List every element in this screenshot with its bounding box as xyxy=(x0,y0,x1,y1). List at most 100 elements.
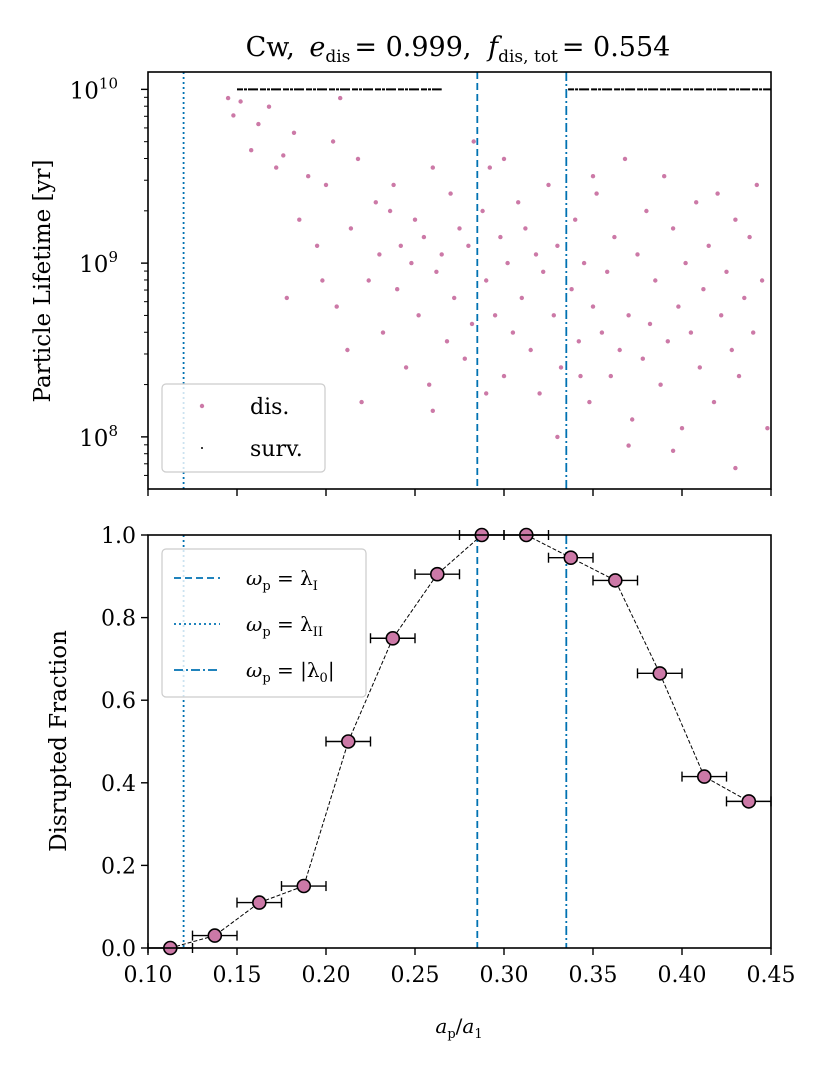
disrupted-point xyxy=(323,182,329,188)
disrupted-point xyxy=(608,373,613,379)
disrupted-point xyxy=(551,313,556,318)
fraction-marker xyxy=(385,630,401,646)
top-legend: dis. surv. xyxy=(161,383,326,473)
disrupted-point xyxy=(736,373,742,379)
top-axes-frame xyxy=(147,71,772,490)
disrupted-point xyxy=(457,226,462,231)
disrupted-point xyxy=(373,200,378,205)
disrupted-point xyxy=(266,104,272,109)
disrupted-point xyxy=(626,443,631,448)
disrupted-point xyxy=(573,217,578,222)
disrupted-point xyxy=(558,365,564,370)
disrupted-point xyxy=(471,139,476,144)
x-tick-label: 0.40 xyxy=(658,963,707,988)
disrupted-point xyxy=(555,434,560,440)
disrupted-point xyxy=(665,339,670,344)
disrupted-point xyxy=(345,347,350,353)
legend-surv-label: surv. xyxy=(250,437,303,462)
disrupted-point xyxy=(676,304,681,309)
disrupted-point xyxy=(306,174,311,179)
y-tick-label: 0.8 xyxy=(101,607,136,632)
fraction-marker xyxy=(563,550,579,566)
disrupted-point xyxy=(754,182,759,188)
disrupted-point xyxy=(314,243,320,248)
disrupted-point xyxy=(701,287,706,292)
disrupted-point xyxy=(487,165,492,170)
disrupted-point xyxy=(421,234,427,240)
disrupted-point xyxy=(670,226,676,231)
disrupted-point xyxy=(662,174,667,179)
disrupted-point xyxy=(320,278,325,283)
y-tick-label: 109 xyxy=(79,248,118,278)
x-tick-label: 0.10 xyxy=(124,963,173,988)
disrupted-point xyxy=(380,330,386,335)
fraction-connector-line xyxy=(170,534,750,949)
disrupted-point xyxy=(733,217,738,222)
disrupted-point xyxy=(759,278,765,283)
disrupted-point xyxy=(448,191,453,196)
disrupted-point xyxy=(519,295,524,301)
x-tick-label: 0.30 xyxy=(480,963,529,988)
y-tick-label: 1.0 xyxy=(101,524,136,549)
disrupted-point xyxy=(578,373,583,379)
disrupted-point xyxy=(605,269,610,274)
disrupted-point xyxy=(733,465,738,471)
disrupted-point xyxy=(528,347,533,353)
disrupted-point xyxy=(751,330,756,335)
disrupted-point xyxy=(225,95,231,101)
fraction-marker xyxy=(429,566,445,582)
disrupted-point xyxy=(653,278,658,283)
y-tick-label: 0.2 xyxy=(101,854,136,879)
y-tick-label: 0.6 xyxy=(101,689,136,714)
disrupted-point xyxy=(658,382,663,387)
disrupted-point xyxy=(742,295,747,301)
disrupted-point xyxy=(590,304,596,309)
disrupted-point xyxy=(617,347,622,353)
disrupted-point xyxy=(480,208,485,214)
disrupted-point xyxy=(581,260,587,266)
disrupted-point xyxy=(711,399,717,405)
legend-label: ωp = λII xyxy=(246,612,323,640)
disrupted-point xyxy=(403,365,409,370)
disrupted-point xyxy=(366,278,371,283)
disrupted-point xyxy=(284,295,289,301)
disrupted-point xyxy=(523,226,528,231)
x-tick-label: 0.35 xyxy=(569,963,618,988)
disrupted-point xyxy=(231,113,236,118)
disrupted-point xyxy=(622,156,628,162)
disrupted-point xyxy=(555,243,560,248)
disrupted-point xyxy=(484,278,489,283)
x-axis-label: ap/a1 xyxy=(435,1014,482,1042)
disrupted-point xyxy=(469,321,475,327)
disrupted-point xyxy=(498,234,503,240)
y-tick-label: 108 xyxy=(79,422,118,452)
bottom-reference-lines xyxy=(182,535,568,948)
fraction-marker xyxy=(251,895,267,910)
disrupted-point xyxy=(715,191,720,196)
disrupted-point xyxy=(387,208,393,214)
fraction-marker xyxy=(607,573,623,588)
disrupted-point xyxy=(537,391,542,396)
disrupted-point xyxy=(630,417,635,422)
disrupted-point xyxy=(398,243,403,248)
disrupted-point xyxy=(594,191,599,196)
disrupted-point xyxy=(694,200,699,205)
disrupted-point xyxy=(439,252,444,257)
disrupted-point xyxy=(444,339,450,344)
bottom-x-ticks: 0.10 0.15 0.20 0.25 0.30 0.35 0.40 0.45 xyxy=(124,948,795,988)
legend-surv-marker xyxy=(201,447,203,449)
x-tick-label: 0.15 xyxy=(213,963,262,988)
top-y-axis-label: Particle Lifetime [yr] xyxy=(30,160,56,403)
legend-label: ωp = λI xyxy=(246,566,318,594)
disrupted-point xyxy=(466,243,471,248)
disrupted-point xyxy=(576,339,581,344)
disrupted-point xyxy=(452,295,457,301)
disrupted-point xyxy=(505,260,510,266)
disrupted-point xyxy=(635,252,640,257)
disrupted-point xyxy=(291,130,297,135)
disrupted-point xyxy=(412,217,418,222)
top-reference-lines xyxy=(182,72,568,489)
legend-label: ωp = |λ0| xyxy=(246,658,335,686)
fraction-marker xyxy=(207,928,223,943)
